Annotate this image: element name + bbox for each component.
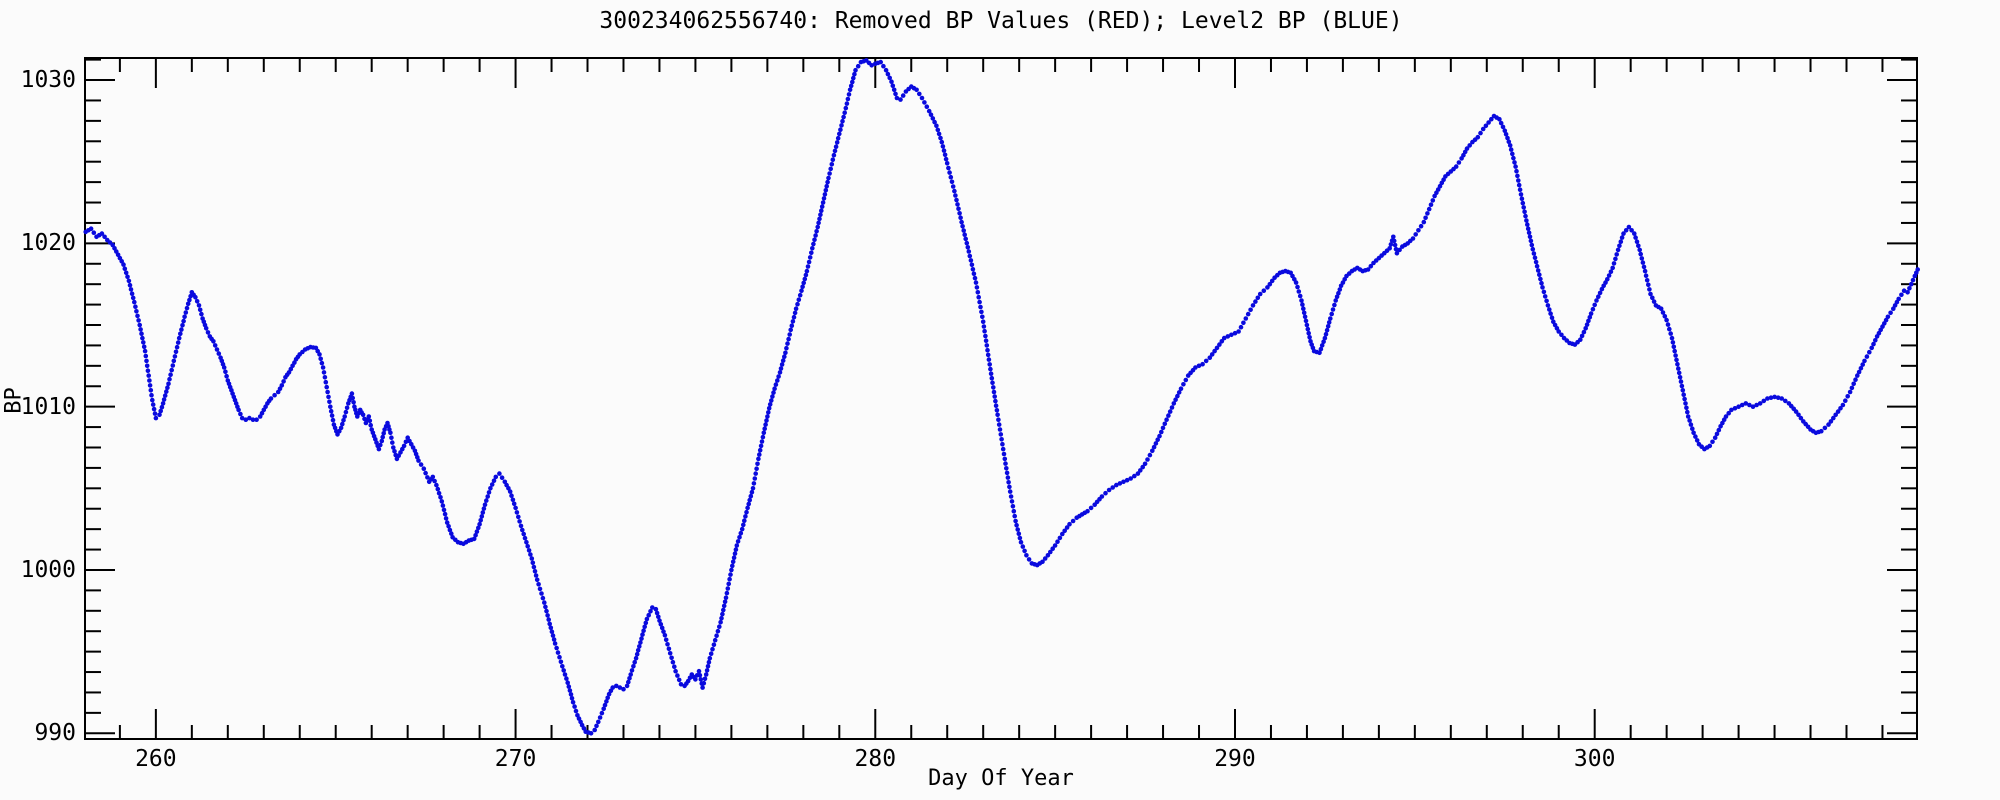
data-series-level2-bp (83, 58, 1920, 736)
x-tick-label-300: 300 (1573, 746, 1616, 772)
y-tick-label-990: 990 (34, 720, 76, 747)
y-tick-label-1030: 1030 (20, 67, 76, 94)
y-tick-label-1020: 1020 (20, 230, 76, 257)
x-tick-label-280: 280 (854, 746, 897, 772)
x-tick-label-260: 260 (135, 746, 177, 772)
plot-title: 300234062556740: Removed BP Values (RED)… (599, 8, 1403, 34)
y-tick-label-1010: 1010 (20, 393, 76, 420)
x-axis-title: Day Of Year (928, 766, 1074, 791)
x-tick-label-270: 270 (494, 746, 537, 772)
x-tick-label-290: 290 (1214, 746, 1256, 772)
plot-frame (84, 57, 1918, 740)
y-tick-label-1000: 1000 (20, 556, 76, 583)
